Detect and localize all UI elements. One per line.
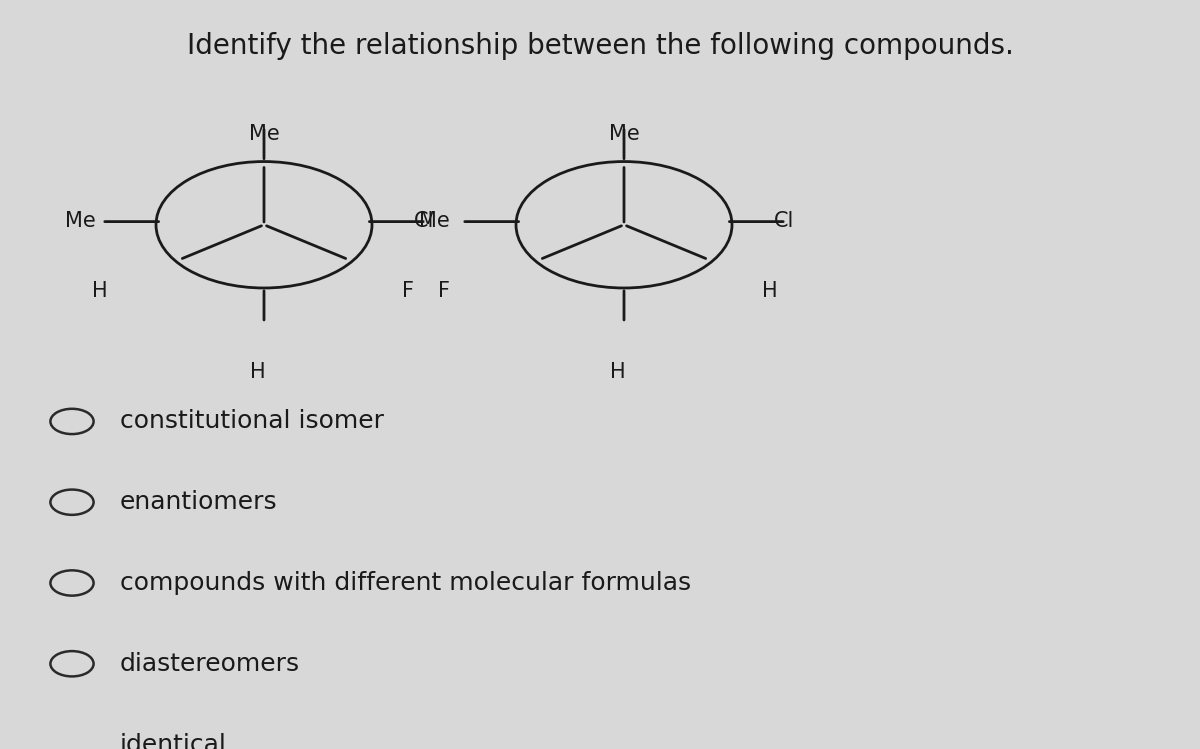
Text: diastereomers: diastereomers (120, 652, 300, 676)
Text: H: H (610, 362, 626, 382)
Text: Me: Me (419, 211, 450, 231)
Text: H: H (92, 282, 108, 302)
Text: Identify the relationship between the following compounds.: Identify the relationship between the fo… (186, 31, 1014, 60)
Text: F: F (402, 282, 414, 302)
Text: F: F (438, 282, 450, 302)
Text: constitutional isomer: constitutional isomer (120, 410, 384, 434)
Text: Me: Me (608, 124, 640, 144)
Text: compounds with different molecular formulas: compounds with different molecular formu… (120, 571, 691, 595)
Text: enantiomers: enantiomers (120, 490, 277, 515)
Text: identical: identical (120, 733, 227, 749)
Text: Me: Me (65, 211, 96, 231)
Text: H: H (250, 362, 266, 382)
Text: Cl: Cl (774, 211, 794, 231)
Text: H: H (762, 282, 778, 302)
Text: Cl: Cl (414, 211, 434, 231)
Text: Me: Me (248, 124, 280, 144)
